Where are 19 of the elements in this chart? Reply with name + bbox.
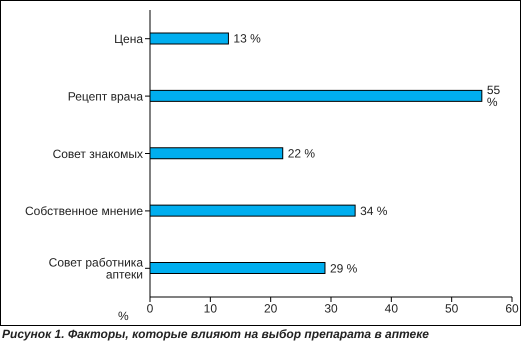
- x-tick-label: 10: [204, 302, 218, 316]
- data-label: 34 %: [360, 204, 388, 218]
- y-tick-label: Рецепт врача: [68, 89, 144, 104]
- data-label: 29 %: [330, 261, 358, 276]
- data-label: 55 %: [486, 83, 501, 110]
- text: Рисунок 1. Факторы, которые влияют на выбор препарата в аптеке: [2, 327, 429, 341]
- data-label: 13 %: [233, 32, 262, 46]
- x-tick-label: 0: [146, 302, 154, 316]
- x-tick-label: 20: [264, 302, 278, 316]
- data-label: 22 %: [288, 146, 316, 161]
- x-tick-label: 50: [444, 302, 459, 316]
- x-tick-label: 60: [505, 302, 519, 316]
- y-tick-label: Совет знакомых: [52, 146, 143, 161]
- x-tick-label: 30: [324, 302, 338, 316]
- y-tick-label: Собственное мнение: [25, 204, 144, 218]
- x-axis-title: %: [118, 309, 129, 323]
- y-tick-label: Совет работника аптеки: [48, 256, 144, 282]
- y-tick-label: Цена: [114, 32, 144, 46]
- x-tick-label: 40: [384, 302, 398, 316]
